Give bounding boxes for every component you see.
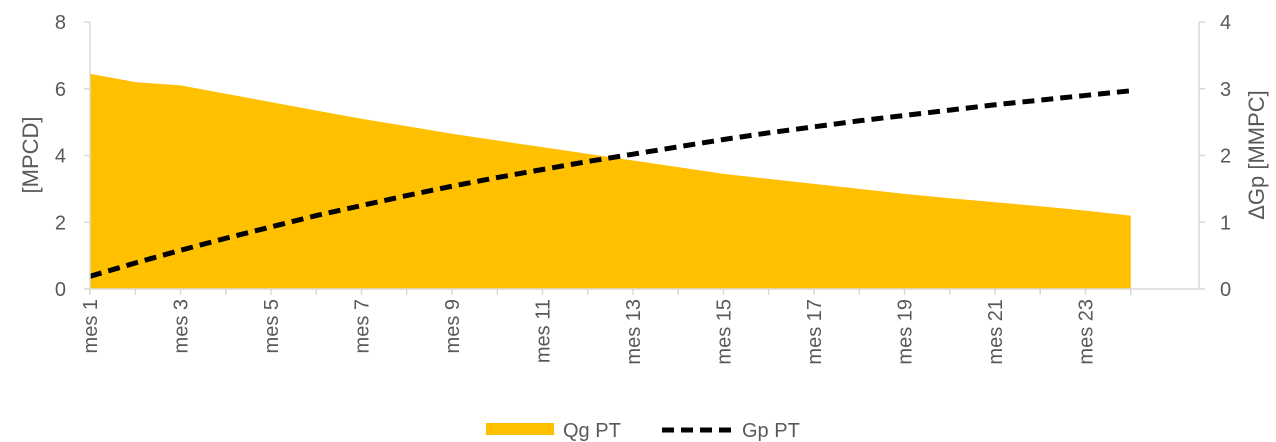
legend-swatch-qg (486, 423, 554, 435)
x-tick-label: mes 9 (442, 299, 464, 353)
series-area-qg-pt (90, 73, 1131, 289)
x-tick-label: mes 21 (985, 299, 1007, 365)
series-line-gp-pt (89, 88, 1132, 279)
y-right-tick-label: 3 (1220, 79, 1231, 101)
line-layer (89, 88, 1132, 279)
x-tick-label: mes 19 (895, 299, 917, 365)
x-tick-label: mes 13 (623, 299, 645, 365)
legend: Qg PT Gp PT (486, 420, 800, 442)
y-right-tick-label: 0 (1220, 279, 1231, 301)
y-left-tick-label: 6 (55, 79, 66, 101)
x-tick-label: mes 1 (80, 299, 102, 353)
labels-layer: 0 2 4 6 8 0 1 2 3 4 mes 1 mes 3 mes 5 mes 7 mes 9 mes 1… (55, 12, 1231, 365)
x-tick-label: mes 3 (171, 299, 193, 353)
x-tick-label: mes 17 (804, 299, 826, 365)
y-left-tick-label: 2 (55, 212, 66, 234)
y-left-tick-label: 0 (55, 279, 66, 301)
x-tick-label: mes 15 (714, 299, 736, 365)
legend-label-qg: Qg PT (563, 420, 621, 442)
x-tick-label: mes 23 (1076, 299, 1098, 365)
y-left-tick-label: 8 (55, 12, 66, 34)
y-right-tick-label: 2 (1220, 146, 1231, 168)
x-tick-label: mes 11 (533, 299, 555, 363)
y-right-tick-label: 4 (1220, 12, 1231, 34)
y-axis-right-title: ΔGp [MMPC] (1244, 90, 1269, 220)
y-left-tick-label: 4 (55, 146, 66, 168)
x-tick-label: mes 5 (261, 299, 283, 353)
y-right-tick-label: 1 (1220, 212, 1231, 234)
area-layer (90, 73, 1131, 289)
legend-label-gp: Gp PT (742, 420, 800, 442)
x-tick-label: mes 7 (352, 299, 374, 353)
axes-layer (84, 21, 1205, 295)
y-axis-left-title: [MPCD] (18, 117, 43, 194)
